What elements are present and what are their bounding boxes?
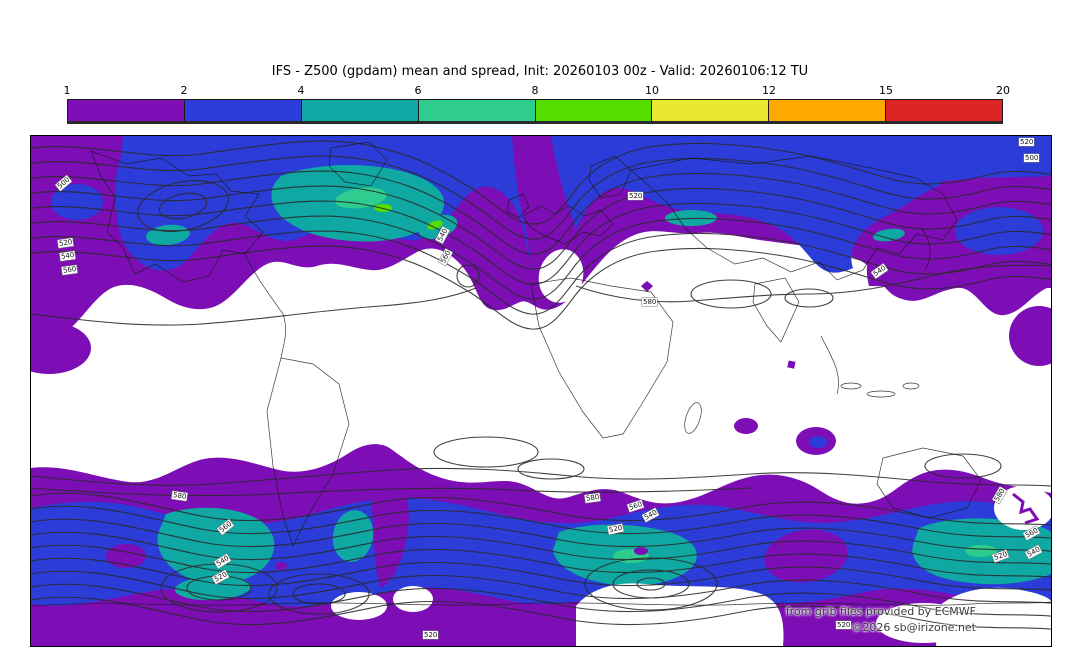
colorbar-tick-8: 8: [531, 84, 539, 97]
colorbar: 1 2 4 6 8 10 12 15 20: [63, 84, 1011, 124]
colorbar-ticks: 1 2 4 6 8 10 12 15 20: [63, 84, 1011, 99]
north-spread-band: [31, 136, 1051, 374]
colorbar-segment-15-20: [886, 100, 1002, 121]
colorbar-tick-20: 20: [996, 84, 1010, 97]
map-canvas: [31, 136, 1051, 646]
colorbar-tick-6: 6: [414, 84, 422, 97]
colorbar-tick-12: 12: [762, 84, 776, 97]
colorbar-tick-2: 2: [180, 84, 188, 97]
colorbar-tick-1: 1: [63, 84, 71, 97]
coastlines: [31, 141, 1051, 607]
colorbar-bar: [67, 99, 1003, 124]
colorbar-segment-12-15: [769, 100, 887, 121]
chart-title: IFS - Z500 (gpdam) mean and spread, Init…: [271, 64, 809, 79]
colorbar-segment-10-12: [652, 100, 770, 121]
attribution: from grib files provided by ECMWF ©2026 …: [786, 604, 976, 636]
attribution-copyright: ©2026 sb@irizone.net: [851, 621, 976, 634]
colorbar-tick-4: 4: [297, 84, 305, 97]
colorbar-segment-8-10: [535, 100, 653, 121]
colorbar-segment-1-2: [68, 100, 185, 121]
colorbar-tick-10: 10: [645, 84, 659, 97]
colorbar-segment-6-8: [418, 100, 536, 121]
attribution-source: from grib files provided by ECMWF: [785, 605, 976, 618]
tropical-spread-spots: [641, 281, 836, 455]
colorbar-segment-2-4: [184, 100, 302, 121]
colorbar-tick-15: 15: [879, 84, 893, 97]
colorbar-segment-4-6: [301, 100, 419, 121]
map-frame: 500 520 540 560 540 560 520 540 580 520 500 580 560 5…: [30, 135, 1052, 647]
